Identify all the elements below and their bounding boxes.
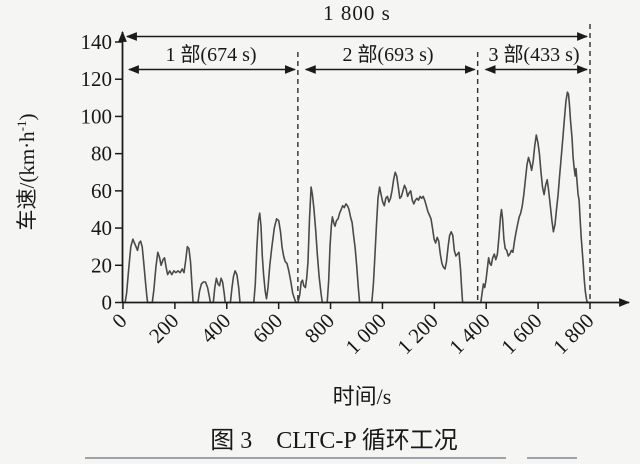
- y-tick-label: 40: [91, 216, 112, 240]
- figure-caption: 图 3 CLTC-P 循环工况: [210, 427, 458, 454]
- x-axis-title: 时间/s: [333, 384, 392, 409]
- y-tick-label: 100: [81, 104, 113, 128]
- phase-3-label: 3 部(433 s): [488, 43, 579, 66]
- x-tick-label: 400: [196, 309, 235, 348]
- x-tick-label: 1 200: [392, 309, 442, 359]
- y-axis-title: 车速/(km·h-1): [14, 114, 39, 231]
- x-tick-label: 0: [107, 309, 131, 333]
- x-tick-label: 600: [248, 309, 287, 348]
- total-duration-label: 1 800 s: [323, 1, 391, 25]
- y-tick-label: 80: [91, 142, 112, 166]
- y-tick-label: 60: [91, 179, 112, 203]
- y-axis-title-close: ): [15, 114, 39, 121]
- y-axis-title-sup: -1: [14, 121, 29, 132]
- y-axis-title-main: 车速/(km·h: [15, 131, 39, 231]
- x-tick-label: 1 800: [548, 309, 598, 359]
- y-tick-label: 140: [81, 30, 113, 54]
- x-tick-label: 1 400: [444, 309, 494, 359]
- y-tick-label: 20: [91, 253, 112, 277]
- plot-area: 0 20 40 60 80 100 120 140 0 200 400 600 800 1 000 1 20…: [81, 24, 631, 359]
- y-tick-label: 120: [81, 67, 113, 91]
- x-tick-label: 200: [144, 309, 183, 348]
- speed-curve: [122, 91, 591, 304]
- phase-2-label: 2 部(693 s): [342, 43, 433, 66]
- phase-1-label: 1 部(674 s): [165, 43, 256, 66]
- y-tick-label: 0: [102, 291, 113, 315]
- x-tick-label: 1 600: [496, 309, 546, 359]
- x-tick-label: 800: [300, 309, 339, 348]
- x-tick-label: 1 000: [341, 309, 391, 359]
